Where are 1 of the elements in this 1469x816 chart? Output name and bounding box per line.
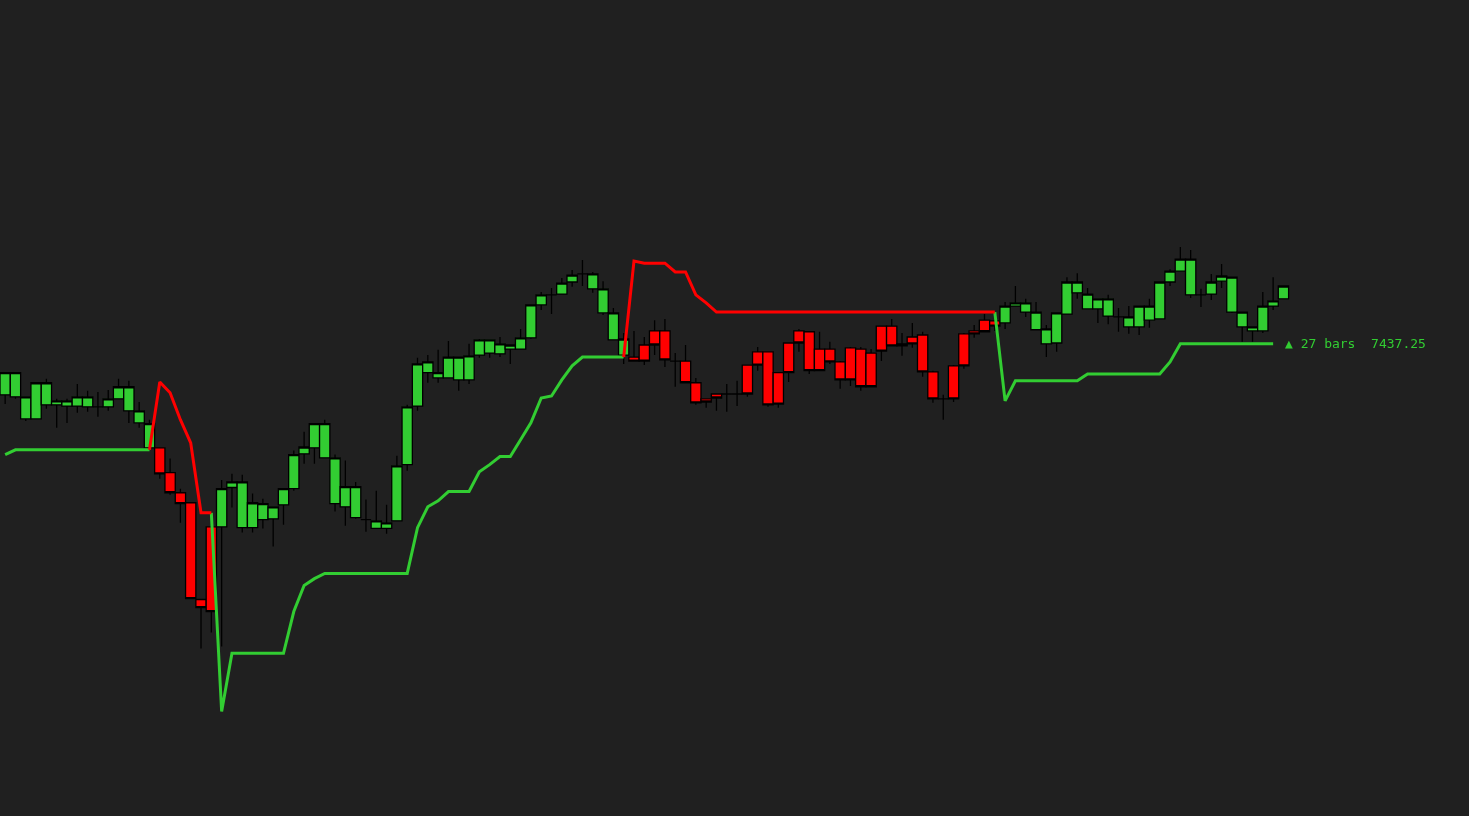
annotation: ▲ 27 bars 7437.25	[1285, 336, 1426, 351]
